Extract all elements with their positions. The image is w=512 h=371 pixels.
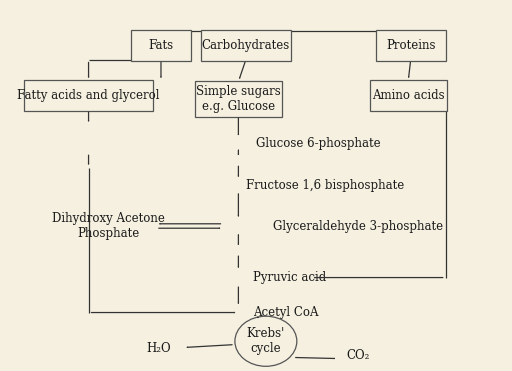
Text: H₂O: H₂O <box>146 342 171 355</box>
FancyBboxPatch shape <box>24 80 154 111</box>
Text: Acetyl CoA: Acetyl CoA <box>253 306 319 319</box>
FancyBboxPatch shape <box>131 30 191 61</box>
Text: Pyruvic acid: Pyruvic acid <box>253 271 327 284</box>
Text: Fatty acids and glycerol: Fatty acids and glycerol <box>17 89 160 102</box>
Text: Simple sugars
e.g. Glucose: Simple sugars e.g. Glucose <box>196 85 281 113</box>
Text: Dihydroxy Acetone
Phosphate: Dihydroxy Acetone Phosphate <box>52 212 165 240</box>
FancyBboxPatch shape <box>376 30 445 61</box>
FancyBboxPatch shape <box>370 80 447 111</box>
Text: Krebs'
cycle: Krebs' cycle <box>247 327 285 355</box>
Text: Fats: Fats <box>148 39 174 52</box>
Text: Glyceraldehyde 3-phosphate: Glyceraldehyde 3-phosphate <box>273 220 443 233</box>
Text: Amino acids: Amino acids <box>372 89 444 102</box>
Ellipse shape <box>235 316 297 366</box>
Text: Carbohydrates: Carbohydrates <box>202 39 290 52</box>
FancyBboxPatch shape <box>201 30 291 61</box>
Text: Glucose 6-phosphate: Glucose 6-phosphate <box>256 137 380 150</box>
Text: Proteins: Proteins <box>386 39 436 52</box>
Text: CO₂: CO₂ <box>347 349 370 362</box>
FancyBboxPatch shape <box>195 81 282 117</box>
Text: Fructose 1,6 bisphosphate: Fructose 1,6 bisphosphate <box>246 179 404 192</box>
